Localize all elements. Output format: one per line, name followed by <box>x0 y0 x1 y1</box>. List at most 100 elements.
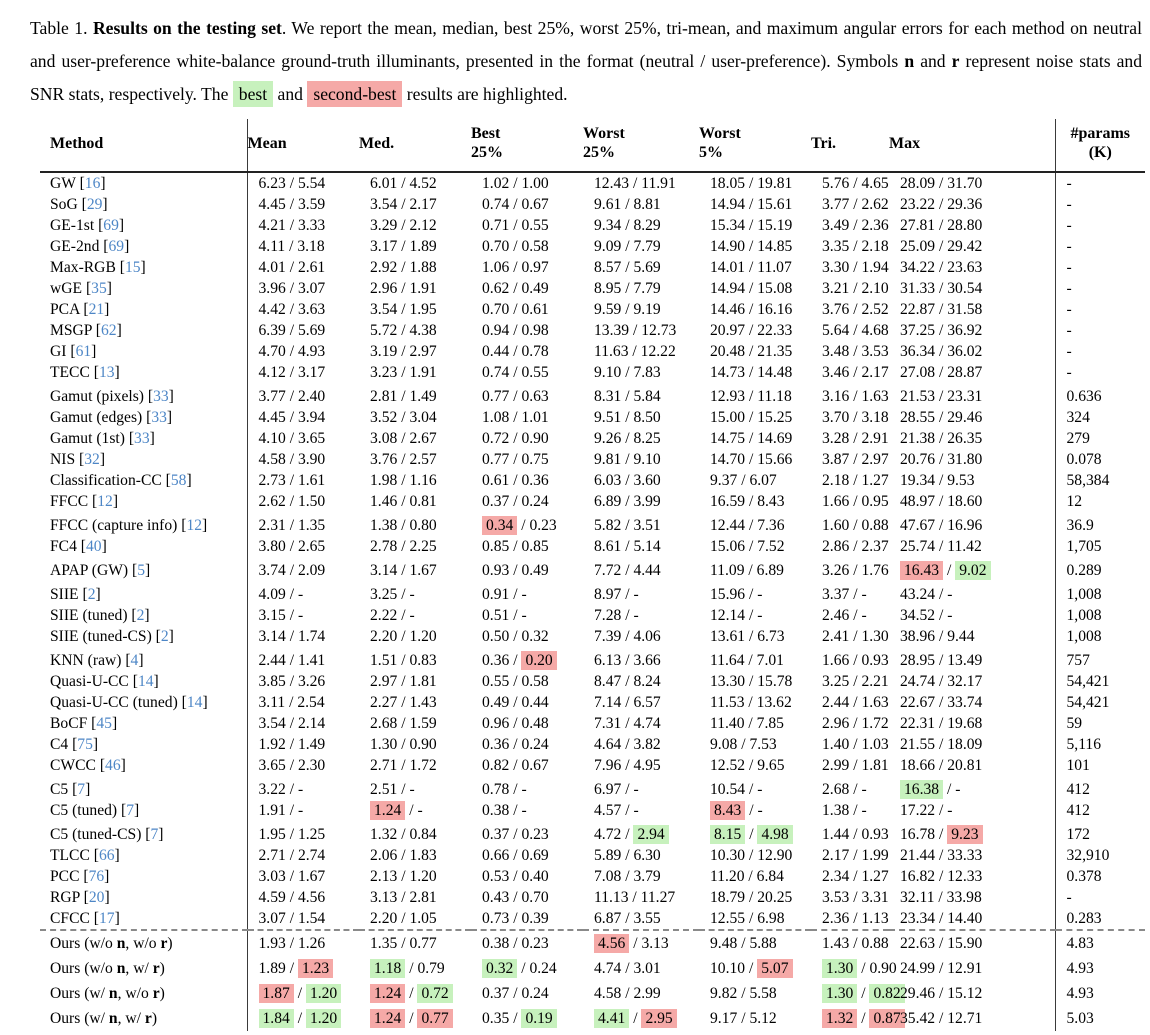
value: 0.90 <box>869 959 897 977</box>
value: 4.70 <box>258 342 286 360</box>
params-cell: - <box>1054 194 1145 215</box>
value: 2.20 <box>370 627 398 645</box>
value-cell-max: 25.74 / 11.42 <box>900 537 982 555</box>
value: 3.25 <box>822 672 850 690</box>
value-cell-worst-25: 12.43 / 11.91 <box>594 174 676 192</box>
value: 27.81 <box>900 216 936 234</box>
citation-link[interactable]: 2 <box>136 606 145 624</box>
value: 9.81 <box>594 450 622 468</box>
citation-link[interactable]: 14 <box>137 672 154 690</box>
value: 2.71 <box>258 846 286 864</box>
citation-link[interactable]: 7 <box>77 780 86 798</box>
value: 0.66 <box>482 846 510 864</box>
column-header-best-25: Best 25% <box>471 125 503 161</box>
citation-link[interactable]: 2 <box>160 627 169 645</box>
citation-link[interactable]: 12 <box>186 516 203 534</box>
value: 2.17 <box>861 363 889 381</box>
citation-link[interactable]: 45 <box>96 714 112 732</box>
value: 6.39 <box>258 321 286 339</box>
table-header: Method Mean Med. Best 25% Worst 25% Worst 5% Tri.… <box>40 119 1145 172</box>
citation-link[interactable]: 7 <box>126 801 135 819</box>
citation-link[interactable]: 58 <box>170 471 187 489</box>
citation-link[interactable]: 33 <box>153 387 169 405</box>
citation-link[interactable]: 62 <box>101 321 117 339</box>
citation-link[interactable]: 13 <box>98 363 115 381</box>
citation-link[interactable]: 7 <box>150 825 159 843</box>
value: 3.85 <box>258 672 286 690</box>
value: 12.93 <box>710 387 746 405</box>
value: 36.34 <box>900 342 936 360</box>
citation-link[interactable]: 15 <box>124 258 141 276</box>
citation-link[interactable]: 20 <box>88 888 105 906</box>
citation-link[interactable]: 4 <box>130 651 139 669</box>
value: 0.88 <box>861 516 889 534</box>
citation-link[interactable]: 66 <box>98 846 115 864</box>
citation-link[interactable]: 21 <box>88 300 105 318</box>
method-cell: KNN (raw) [4] <box>40 647 248 671</box>
value: 0.67 <box>521 756 549 774</box>
citation-link[interactable]: 2 <box>87 585 96 603</box>
citation-link[interactable]: 33 <box>134 429 150 447</box>
citation-link[interactable]: 32 <box>84 450 100 468</box>
citation-link[interactable]: 35 <box>91 279 107 297</box>
best-value: 1.30 <box>822 958 858 978</box>
value-cell-worst-25: 11.63 / 12.22 <box>594 342 676 360</box>
value: 3.13 <box>641 934 669 952</box>
table-row: Classification-CC [58] 2.73 / 1.61 1.98 / … <box>40 470 1145 491</box>
method-cell: wGE [35] <box>40 278 248 299</box>
value: 15.12 <box>947 984 983 1002</box>
value: 36.92 <box>947 321 983 339</box>
value-cell-max: 36.34 / 36.02 <box>900 342 983 360</box>
value: 8.24 <box>633 672 661 690</box>
value: 32.17 <box>947 672 983 690</box>
value: 3.14 <box>258 627 286 645</box>
table-row: FFCC [12] 2.62 / 1.50 1.46 / 0.81 0.37 / 0.… <box>40 491 1145 512</box>
value: 18.09 <box>947 735 983 753</box>
citation-link[interactable]: 75 <box>77 735 93 753</box>
value: 3.07 <box>297 279 326 297</box>
citation-link[interactable]: 46 <box>105 756 121 774</box>
citation-link[interactable]: 29 <box>86 195 103 213</box>
symbol-r: r <box>951 51 960 71</box>
citation-link[interactable]: 16 <box>84 174 101 192</box>
value: 6.73 <box>757 627 785 645</box>
table-row: TLCC [66] 2.71 / 2.74 2.06 / 1.83 0.66 / 0.… <box>40 845 1145 866</box>
second-best-value: 1.24 <box>370 1008 406 1028</box>
citation-link[interactable]: 5 <box>137 561 146 579</box>
value: 0.39 <box>521 909 549 927</box>
value: 12.55 <box>710 909 746 927</box>
best-value: 1.30 <box>822 983 858 1003</box>
value-cell-best-25: 1.02 / 1.00 <box>482 174 549 192</box>
value-cell-worst-5: 20.97 / 22.33 <box>710 321 793 339</box>
citation-link[interactable]: 69 <box>103 216 119 234</box>
caption-mid-a: and <box>914 51 952 71</box>
citation-link[interactable]: 33 <box>151 408 167 426</box>
value: 0.44 <box>521 693 549 711</box>
value: 29.46 <box>947 408 983 426</box>
citation-link[interactable]: 14 <box>186 693 203 711</box>
value: 1.72 <box>861 714 889 732</box>
citation-link[interactable]: 40 <box>85 537 102 555</box>
value: 0.51 <box>482 606 510 624</box>
citation-link[interactable]: 12 <box>97 492 113 510</box>
value: - <box>633 606 639 624</box>
value: 1.41 <box>297 651 326 669</box>
caption-body-c: results are highlighted. <box>402 84 568 104</box>
value: 16.59 <box>710 492 746 510</box>
value-cell-max: 28.09 / 31.70 <box>900 174 983 192</box>
citation-link[interactable]: 17 <box>98 909 115 927</box>
value-cell-tri: 1.40 / 1.03 <box>822 735 889 753</box>
citation-link[interactable]: 61 <box>75 342 92 360</box>
citation-link[interactable]: 69 <box>108 237 125 255</box>
value: 3.11 <box>258 693 286 711</box>
value: 7.14 <box>594 693 622 711</box>
value-cell-tri: 2.68 / - <box>822 780 867 798</box>
value-cell-tri: 3.70 / 3.18 <box>822 408 889 426</box>
citation-link[interactable]: 76 <box>88 867 105 885</box>
value: 28.80 <box>947 216 983 234</box>
value-cell-worst-25: 6.13 / 3.66 <box>594 651 661 669</box>
value-cell-max: 27.08 / 28.87 <box>900 363 983 381</box>
value: 34.22 <box>900 258 936 276</box>
value: 10.54 <box>710 780 746 798</box>
value: 12.73 <box>641 321 677 339</box>
